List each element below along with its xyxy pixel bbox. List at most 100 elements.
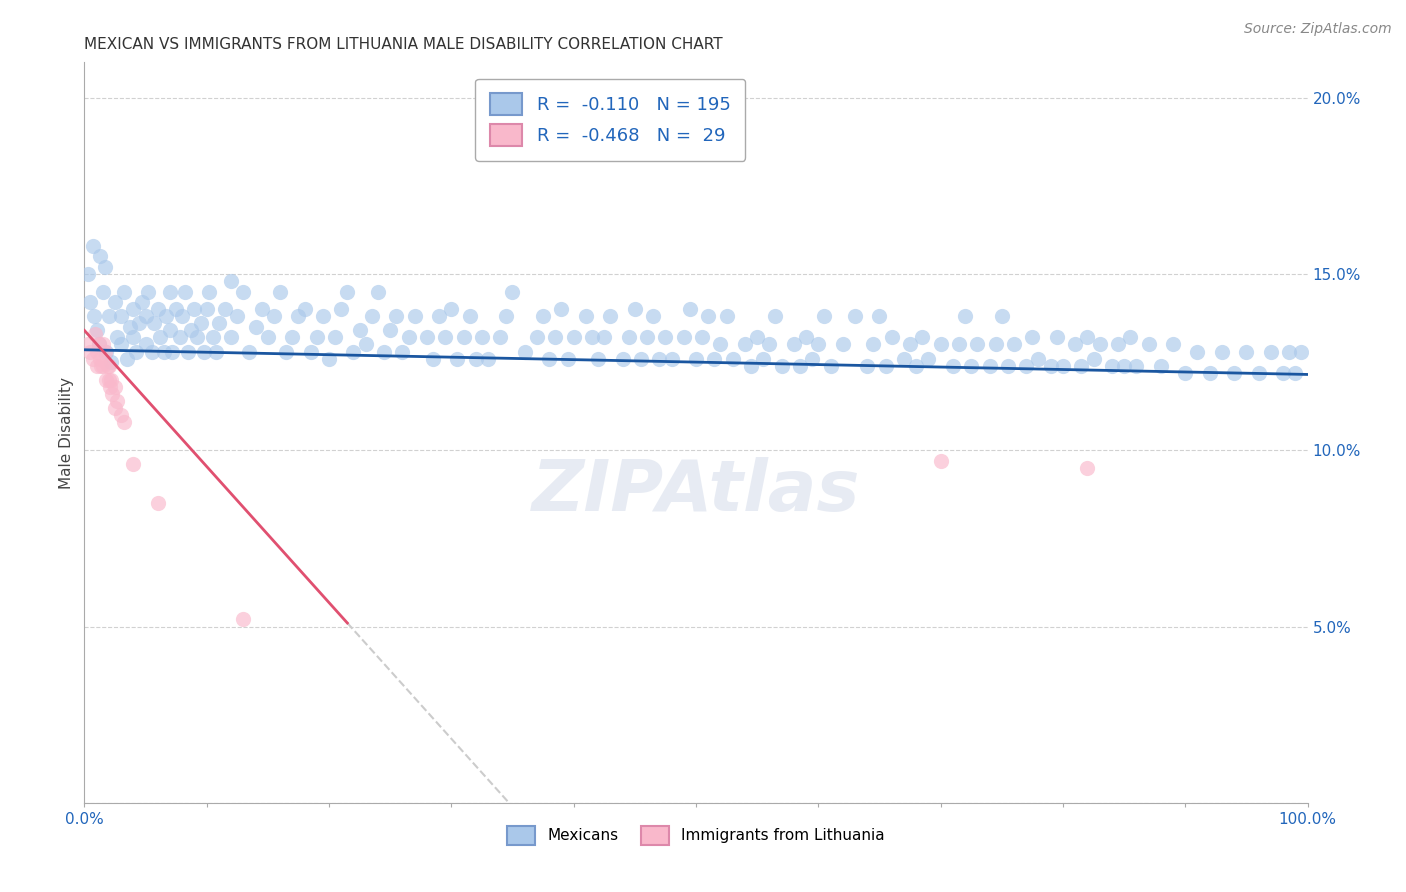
Point — [984, 337, 1007, 351]
Point — [104, 401, 127, 415]
Point — [440, 302, 463, 317]
Point — [169, 330, 191, 344]
Point — [1125, 359, 1147, 373]
Point — [593, 330, 616, 344]
Point — [87, 337, 110, 351]
Point — [575, 310, 598, 324]
Point — [97, 359, 120, 373]
Point — [245, 319, 267, 334]
Point — [385, 310, 408, 324]
Point — [1137, 337, 1160, 351]
Point — [162, 344, 184, 359]
Point — [141, 344, 163, 359]
Point — [153, 344, 176, 359]
Point — [89, 249, 111, 263]
Point — [966, 337, 988, 351]
Point — [531, 310, 554, 324]
Point — [862, 337, 884, 351]
Point — [544, 330, 567, 344]
Point — [98, 380, 121, 394]
Point — [1076, 330, 1098, 344]
Point — [208, 316, 231, 330]
Point — [226, 310, 249, 324]
Point — [672, 330, 695, 344]
Point — [198, 285, 221, 299]
Point — [661, 351, 683, 366]
Text: ZIPAtlas: ZIPAtlas — [531, 458, 860, 526]
Point — [159, 285, 181, 299]
Point — [557, 351, 579, 366]
Point — [464, 351, 486, 366]
Point — [125, 344, 148, 359]
Point — [84, 326, 107, 341]
Point — [581, 330, 603, 344]
Point — [172, 310, 194, 324]
Point — [122, 458, 145, 472]
Point — [118, 319, 141, 334]
Point — [305, 330, 328, 344]
Point — [1187, 344, 1209, 359]
Point — [831, 337, 853, 351]
Point — [294, 302, 316, 317]
Point — [1223, 366, 1246, 380]
Point — [422, 351, 444, 366]
Point — [880, 330, 903, 344]
Point — [453, 330, 475, 344]
Point — [398, 330, 420, 344]
Point — [856, 359, 879, 373]
Point — [104, 295, 127, 310]
Point — [330, 302, 353, 317]
Point — [758, 337, 780, 351]
Point — [1039, 359, 1062, 373]
Point — [94, 344, 117, 359]
Point — [917, 351, 939, 366]
Point — [1046, 330, 1069, 344]
Point — [89, 351, 111, 366]
Point — [177, 344, 200, 359]
Point — [96, 373, 118, 387]
Point — [1119, 330, 1142, 344]
Point — [354, 337, 377, 351]
Point — [416, 330, 439, 344]
Point — [783, 337, 806, 351]
Point — [929, 454, 952, 468]
Point — [96, 344, 118, 359]
Point — [146, 496, 169, 510]
Point — [146, 302, 169, 317]
Point — [183, 302, 205, 317]
Point — [219, 274, 242, 288]
Point — [100, 355, 122, 369]
Point — [110, 408, 132, 422]
Point — [643, 310, 665, 324]
Point — [690, 330, 713, 344]
Point — [186, 330, 208, 344]
Point — [122, 330, 145, 344]
Point — [238, 344, 260, 359]
Point — [79, 344, 101, 359]
Point — [276, 344, 298, 359]
Point — [1052, 359, 1074, 373]
Point — [77, 267, 100, 281]
Point — [752, 351, 775, 366]
Point — [960, 359, 983, 373]
Point — [550, 302, 572, 317]
Point — [232, 285, 254, 299]
Point — [953, 310, 976, 324]
Point — [135, 337, 157, 351]
Point — [1028, 351, 1050, 366]
Point — [477, 351, 499, 366]
Point — [404, 310, 426, 324]
Point — [495, 310, 517, 324]
Point — [740, 359, 762, 373]
Point — [1070, 359, 1092, 373]
Point — [747, 330, 769, 344]
Point — [201, 330, 224, 344]
Point — [83, 310, 105, 324]
Point — [997, 359, 1019, 373]
Point — [105, 393, 128, 408]
Point — [630, 351, 652, 366]
Point — [770, 359, 793, 373]
Point — [82, 351, 104, 366]
Point — [263, 310, 285, 324]
Point — [86, 344, 108, 359]
